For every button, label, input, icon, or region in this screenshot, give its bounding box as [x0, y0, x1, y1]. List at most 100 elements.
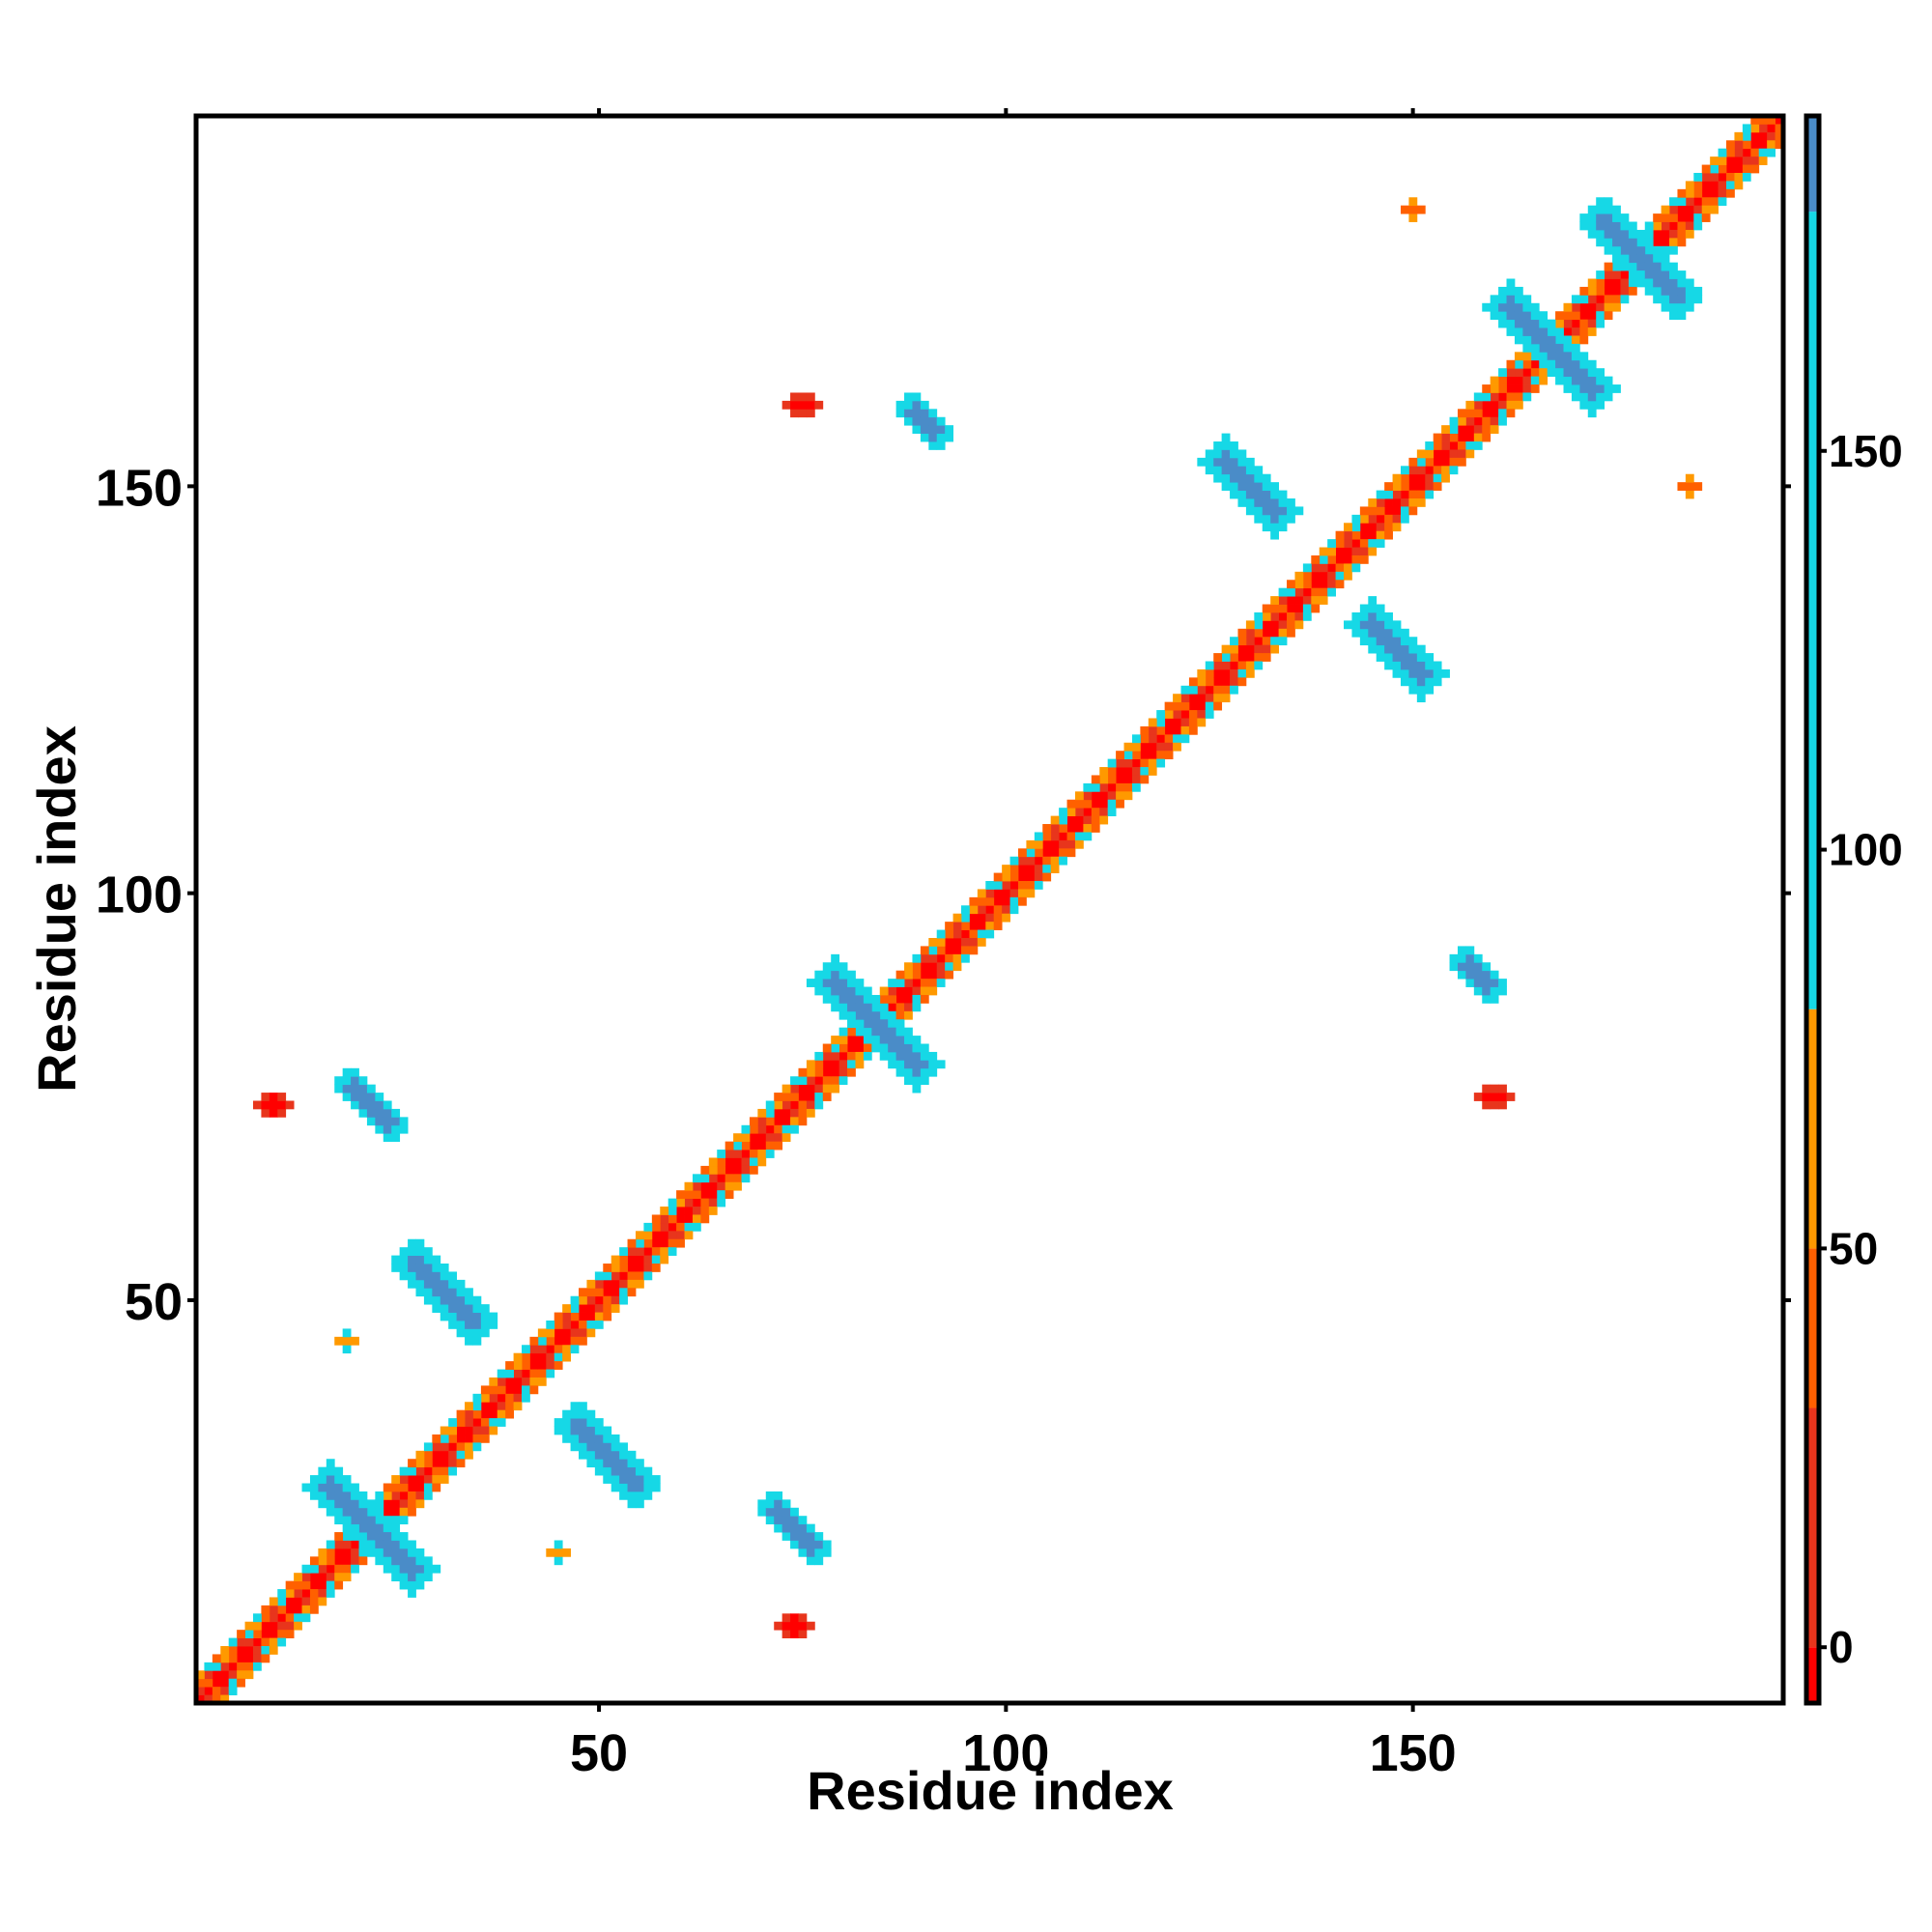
heatmap-cell — [391, 1507, 401, 1517]
heatmap-cell — [1620, 213, 1630, 222]
heatmap-cell — [1416, 205, 1426, 214]
heatmap-cell — [1344, 554, 1352, 564]
heatmap-cell — [1587, 295, 1597, 304]
heatmap-cell — [497, 1409, 506, 1419]
heatmap-cell — [1604, 245, 1613, 255]
heatmap-cell — [936, 441, 946, 450]
heatmap-cell — [1661, 213, 1670, 222]
heatmap-cell — [1368, 620, 1378, 630]
heatmap-cell — [1213, 441, 1223, 450]
heatmap-cell — [936, 425, 946, 434]
heatmap-cell — [847, 1010, 856, 1020]
heatmap-cell — [423, 1459, 433, 1468]
heatmap-cell — [562, 1328, 571, 1338]
heatmap-cell — [1677, 205, 1687, 214]
heatmap-cell — [1620, 286, 1630, 296]
heatmap-cell — [895, 400, 905, 410]
heatmap-cell — [847, 994, 856, 1004]
heatmap-cell — [1522, 302, 1532, 312]
heatmap-cell — [806, 409, 815, 418]
heatmap-cell — [480, 1385, 490, 1395]
heatmap-cell — [522, 1385, 530, 1395]
heatmap-cell — [1482, 1093, 1492, 1101]
heatmap-cell — [489, 1385, 498, 1395]
heatmap-cell — [1449, 441, 1459, 450]
heatmap-cell — [1156, 725, 1166, 735]
heatmap-cell — [1579, 311, 1589, 321]
heatmap-cell — [1661, 286, 1670, 296]
heatmap-cell — [456, 1459, 466, 1468]
heatmap-cell — [1376, 530, 1385, 540]
heatmap-cell — [993, 881, 1003, 890]
heatmap-cell — [920, 433, 929, 442]
heatmap-cell — [1482, 384, 1492, 393]
heatmap-cell — [212, 1670, 221, 1680]
heatmap-cell — [619, 1288, 628, 1297]
heatmap-cell — [423, 1466, 433, 1476]
heatmap-cell — [1237, 466, 1247, 475]
heatmap-cell — [1262, 514, 1271, 524]
heatmap-cell — [1726, 172, 1735, 182]
heatmap-cell — [586, 1304, 596, 1313]
heatmap-cell — [1344, 620, 1352, 630]
heatmap-cell — [643, 1466, 653, 1476]
heatmap-cell — [1506, 327, 1516, 336]
heatmap-cell — [1116, 782, 1124, 792]
heatmap-cell — [351, 1093, 359, 1101]
heatmap-cell — [1441, 457, 1450, 467]
heatmap-cell — [1302, 563, 1312, 573]
heatmap-cell — [733, 1141, 742, 1151]
heatmap-cell — [1140, 775, 1150, 784]
heatmap-cell — [822, 962, 832, 972]
heatmap-cell — [1701, 172, 1711, 182]
heatmap-cell — [912, 425, 922, 434]
heatmap-cell — [391, 1124, 401, 1134]
heatmap-cell — [513, 1385, 523, 1395]
heatmap-cell — [855, 994, 865, 1004]
heatmap-cell — [1173, 694, 1181, 703]
heatmap-cell — [1294, 620, 1304, 630]
heatmap-cell — [1425, 677, 1435, 687]
heatmap-cell — [1099, 808, 1109, 817]
heatmap-cell — [822, 1060, 832, 1069]
heatmap-cell — [448, 1312, 458, 1321]
heatmap-cell — [1278, 620, 1288, 630]
y-tick-label: 150 — [96, 459, 183, 517]
heatmap-cell — [1066, 839, 1076, 849]
heatmap-cell — [1392, 523, 1402, 532]
heatmap-cell — [895, 1067, 905, 1077]
heatmap-cell — [627, 1491, 637, 1500]
heatmap-cell — [790, 1093, 799, 1101]
heatmap-cell — [399, 1556, 409, 1566]
heatmap-cell — [1449, 416, 1459, 426]
colorbar-tick-label: 100 — [1829, 825, 1903, 875]
heatmap-cell — [1416, 473, 1426, 483]
heatmap-cell — [301, 1589, 311, 1598]
heatmap-cell — [708, 1181, 718, 1191]
heatmap-cell — [895, 1019, 905, 1029]
heatmap-cell — [1547, 319, 1556, 328]
heatmap-cell — [871, 1027, 881, 1037]
heatmap-cell — [269, 1093, 278, 1101]
heatmap-cell — [1245, 644, 1255, 654]
heatmap-cell — [888, 1003, 897, 1012]
heatmap-cell — [1059, 848, 1067, 858]
heatmap-cell — [1482, 1084, 1492, 1094]
heatmap-cell — [1180, 718, 1190, 727]
heatmap-cell — [774, 1100, 783, 1110]
heatmap-cell — [798, 409, 808, 418]
heatmap-cell — [1596, 392, 1605, 402]
heatmap-cell — [1107, 782, 1117, 792]
heatmap-cell — [1563, 302, 1573, 312]
heatmap-cell — [1205, 668, 1214, 678]
heatmap-cell — [928, 1060, 938, 1069]
heatmap-cell — [277, 1605, 287, 1614]
heatmap-cell — [562, 1336, 571, 1346]
heatmap-cell — [895, 979, 905, 987]
heatmap-cell — [611, 1450, 620, 1460]
heatmap-cell — [1579, 319, 1589, 328]
heatmap-cell — [1059, 856, 1067, 866]
heatmap-cell — [415, 1271, 425, 1281]
heatmap-cell — [375, 1516, 384, 1525]
heatmap-cell — [1522, 295, 1532, 304]
